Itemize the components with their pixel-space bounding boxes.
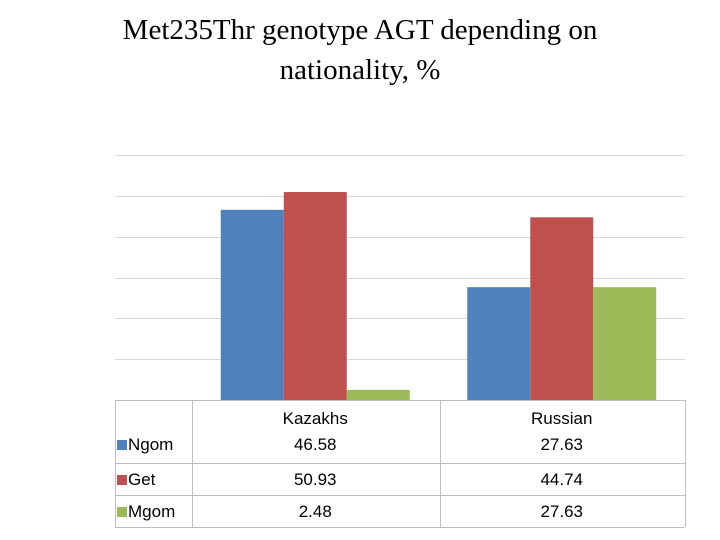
- legend-label-mgom: Mgom: [128, 502, 175, 521]
- value-label-mgom-kazakhs: 2.48: [299, 502, 332, 521]
- value-label-ngom-russian: 27.63: [540, 435, 583, 454]
- value-label-get-kazakhs: 50.93: [294, 470, 337, 489]
- category-label-russian: Russian: [531, 409, 592, 428]
- bar-ngom-russian: [467, 287, 531, 400]
- chart-title: Met235Thr genotype AGT depending on nati…: [0, 10, 720, 90]
- bar-get-kazakhs: [283, 192, 347, 400]
- legend-label-get: Get: [128, 470, 156, 489]
- bar-mgom-kazakhs: [346, 389, 410, 400]
- legend-key-ngom: [117, 440, 127, 450]
- bar-get-russian: [530, 217, 594, 400]
- value-label-get-russian: 44.74: [540, 470, 583, 489]
- legend-key-mgom: [117, 507, 127, 517]
- bar-mgom-russian: [593, 287, 657, 400]
- legend-key-get: [117, 475, 127, 485]
- value-label-ngom-kazakhs: 46.58: [294, 435, 337, 454]
- value-label-mgom-russian: 27.63: [540, 502, 583, 521]
- legend-label-ngom: Ngom: [128, 435, 173, 454]
- chart-title-line-2: nationality, %: [279, 54, 441, 86]
- bar-ngom-kazakhs: [220, 209, 284, 400]
- chart-title-line-1: Met235Thr genotype AGT depending on: [122, 14, 598, 46]
- category-label-kazakhs: Kazakhs: [283, 409, 348, 428]
